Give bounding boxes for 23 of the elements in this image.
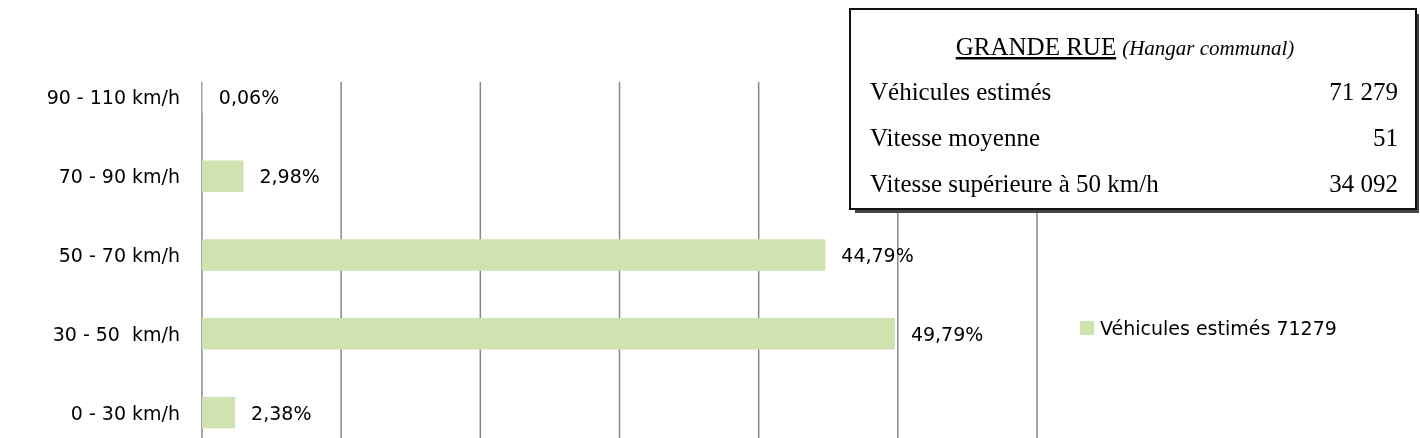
data-label: 0,06% xyxy=(218,86,280,109)
text: 34 092 xyxy=(1329,170,1398,197)
bar xyxy=(202,160,244,192)
annotation: Vitesse moyenne xyxy=(870,124,1040,151)
y-tick-label: 0 - 30 km/h xyxy=(70,401,180,424)
legend-label: Véhicules estimés 71279 xyxy=(1100,317,1337,339)
text: 51 xyxy=(1373,124,1398,151)
annotation: Vitesse supérieure à 50 km/h xyxy=(870,170,1160,197)
bar xyxy=(202,239,826,271)
data-label: 49,79% xyxy=(910,322,984,345)
text: (Hangar communal) xyxy=(1122,36,1295,60)
y-tick-label: 30 - 50 km/h xyxy=(52,322,180,345)
chart-title: GRANDE RUE xyxy=(955,33,1117,60)
annotation: Véhicules estimés xyxy=(870,78,1052,105)
text: 71 279 xyxy=(1329,78,1398,105)
data-label: 2,38% xyxy=(251,401,312,424)
y-tick-label: 50 - 70 km/h xyxy=(58,244,180,266)
data-label: 2,98% xyxy=(259,165,320,188)
data-label: 44,79% xyxy=(841,244,914,266)
bar xyxy=(202,318,895,350)
y-tick-label: 90 - 110 km/h xyxy=(46,86,180,109)
bar xyxy=(202,396,236,429)
y-tick-label: 70 - 90 km/h xyxy=(58,165,180,188)
